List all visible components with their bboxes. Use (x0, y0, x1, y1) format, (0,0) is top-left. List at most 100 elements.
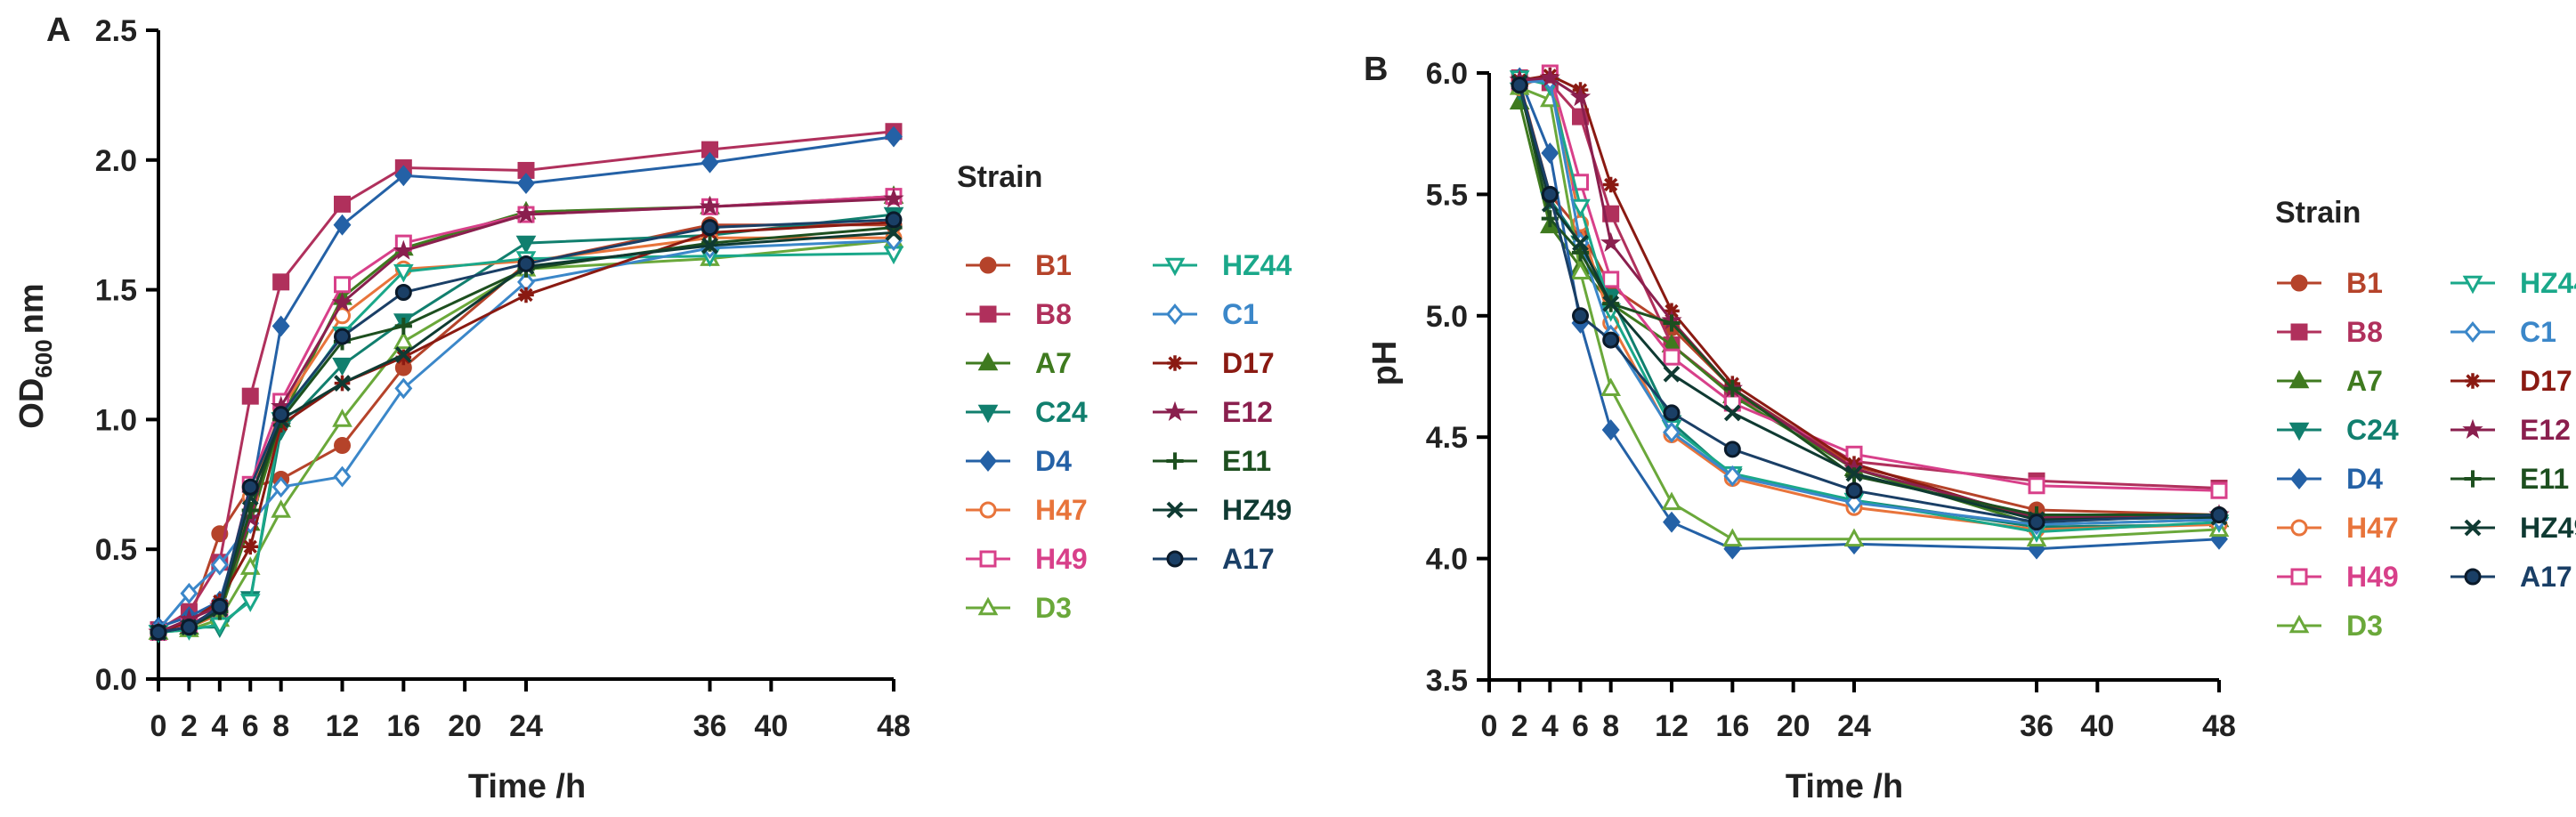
series-line-h47 (1519, 70, 2220, 531)
x-tick-label: 16 (1715, 709, 1749, 743)
x-axis-title: Time /h (1786, 768, 1903, 805)
legend-marker-hz44 (1164, 257, 1186, 277)
data-point-a17 (394, 284, 412, 302)
x-tick-label: 24 (509, 709, 543, 743)
x-tick-label: 24 (1837, 709, 1871, 743)
data-point-d4 (517, 173, 535, 194)
series-line-hz49 (1518, 82, 2220, 522)
data-point-c1 (1723, 465, 1742, 487)
x-tick-label: 4 (1542, 709, 1559, 743)
data-point-d3 (1570, 261, 1591, 279)
legend-item-e11: E11 (2450, 463, 2569, 495)
legend-label: E12 (2520, 414, 2571, 446)
series-a17 (1511, 77, 2228, 531)
data-point-h49 (2210, 481, 2228, 499)
y-tick-label: 2.5 (95, 14, 137, 48)
data-point-a17 (272, 406, 290, 424)
legend-marker-c24 (2288, 422, 2310, 441)
legend-label: B1 (2346, 267, 2383, 299)
panel-a-chart: A0.00.51.01.52.02.50 2 4 6 8 12 16 20 24 36 40 48Ti… (13, 12, 1292, 805)
data-point-d3 (271, 499, 292, 518)
y-axis-title: pH (1366, 341, 1404, 386)
y-tick-label: 4.5 (1426, 421, 1468, 455)
data-point-a17 (180, 619, 198, 636)
data-point-a17 (2028, 514, 2045, 531)
data-point-c1 (210, 554, 229, 576)
legend-label: HZ49 (2520, 512, 2576, 544)
data-point-hz49 (394, 346, 412, 363)
x-tick-label: 36 (2020, 709, 2054, 743)
series-a17 (150, 211, 903, 642)
data-point-d4 (701, 151, 719, 174)
series-line-b8 (158, 130, 895, 631)
x-tick-label: 40 (2080, 709, 2114, 743)
x-tick-label: 4 (211, 709, 228, 743)
legend-label: E11 (1222, 445, 1271, 477)
x-tick-label: 6 (1572, 709, 1589, 743)
series-line-a17 (158, 218, 895, 634)
data-point-d3 (332, 408, 352, 427)
data-point-c24 (515, 235, 537, 255)
series-line-b8 (1519, 77, 2220, 489)
legend-label: C1 (1222, 298, 1259, 330)
x-tick-label: 12 (326, 709, 360, 743)
legend-item-a17: A17 (1153, 543, 1275, 575)
legend-marker-c1 (2464, 321, 2482, 343)
legend-item-h49: H49 (966, 543, 1088, 575)
data-point-d3 (1721, 528, 1743, 547)
legend-item-d4: D4 (2277, 463, 2383, 495)
data-point-b8 (272, 273, 290, 291)
legend-label: B8 (2346, 316, 2383, 348)
data-point-d4 (271, 315, 290, 337)
data-point-hz49 (701, 237, 718, 255)
y-tick-label: 2.0 (95, 144, 137, 178)
legend-marker-hz44 (2462, 275, 2483, 295)
data-point-h49 (2028, 477, 2045, 495)
series-line-d4 (158, 135, 895, 629)
data-point-hz49 (1723, 404, 1741, 422)
legend-label: D4 (2346, 463, 2383, 495)
legend-marker-c24 (977, 404, 999, 424)
legend-marker-c1 (1166, 303, 1184, 325)
legend-item-e12: E12 (1153, 396, 1273, 428)
series-d17 (1511, 67, 2227, 528)
data-point-d3 (1843, 528, 1865, 547)
data-point-c1 (394, 377, 413, 400)
legend-item-c24: C24 (2277, 414, 2399, 446)
data-point-e12 (1539, 67, 1560, 87)
data-point-c24 (332, 357, 352, 376)
legend-label: A7 (2346, 365, 2383, 397)
data-point-b8 (334, 195, 351, 213)
legend-item-h49: H49 (2277, 561, 2399, 593)
data-point-d3 (1661, 491, 1682, 511)
legend-label: D17 (2520, 365, 2572, 397)
data-point-a17 (1572, 307, 1589, 325)
legend-label: D17 (1222, 347, 1275, 379)
x-axis-title: Time /h (468, 768, 586, 805)
legend-item-b8: B8 (2277, 316, 2383, 348)
legend-item-d17: D17 (2450, 365, 2572, 397)
x-tick-label: 40 (754, 709, 788, 743)
legend-label: H47 (2346, 512, 2399, 544)
series-line-h49 (1519, 70, 2220, 492)
legend-marker-h47 (979, 501, 997, 519)
data-point-d4 (333, 214, 352, 236)
data-point-d17 (1602, 176, 1619, 193)
data-point-e11 (1723, 380, 1741, 398)
legend-marker-b8 (2290, 323, 2308, 341)
legend-label: C24 (1035, 396, 1088, 428)
x-tick-label: 0 (150, 709, 167, 743)
legend-marker-d4 (2290, 468, 2308, 489)
legend-label: C24 (2346, 414, 2399, 446)
x-tick-label: 48 (2202, 709, 2236, 743)
series-hz44 (148, 246, 904, 643)
legend-item-c1: C1 (1153, 298, 1259, 330)
legend-label: E12 (1222, 396, 1273, 428)
y-tick-label: 0.0 (95, 663, 137, 697)
data-point-a17 (1602, 331, 1620, 349)
legend-label: B8 (1035, 298, 1072, 330)
legend-label: H49 (1035, 543, 1088, 575)
legend-label: B1 (1035, 249, 1072, 281)
data-point-e12 (1600, 231, 1622, 252)
y-tick-label: 6.0 (1426, 57, 1468, 91)
